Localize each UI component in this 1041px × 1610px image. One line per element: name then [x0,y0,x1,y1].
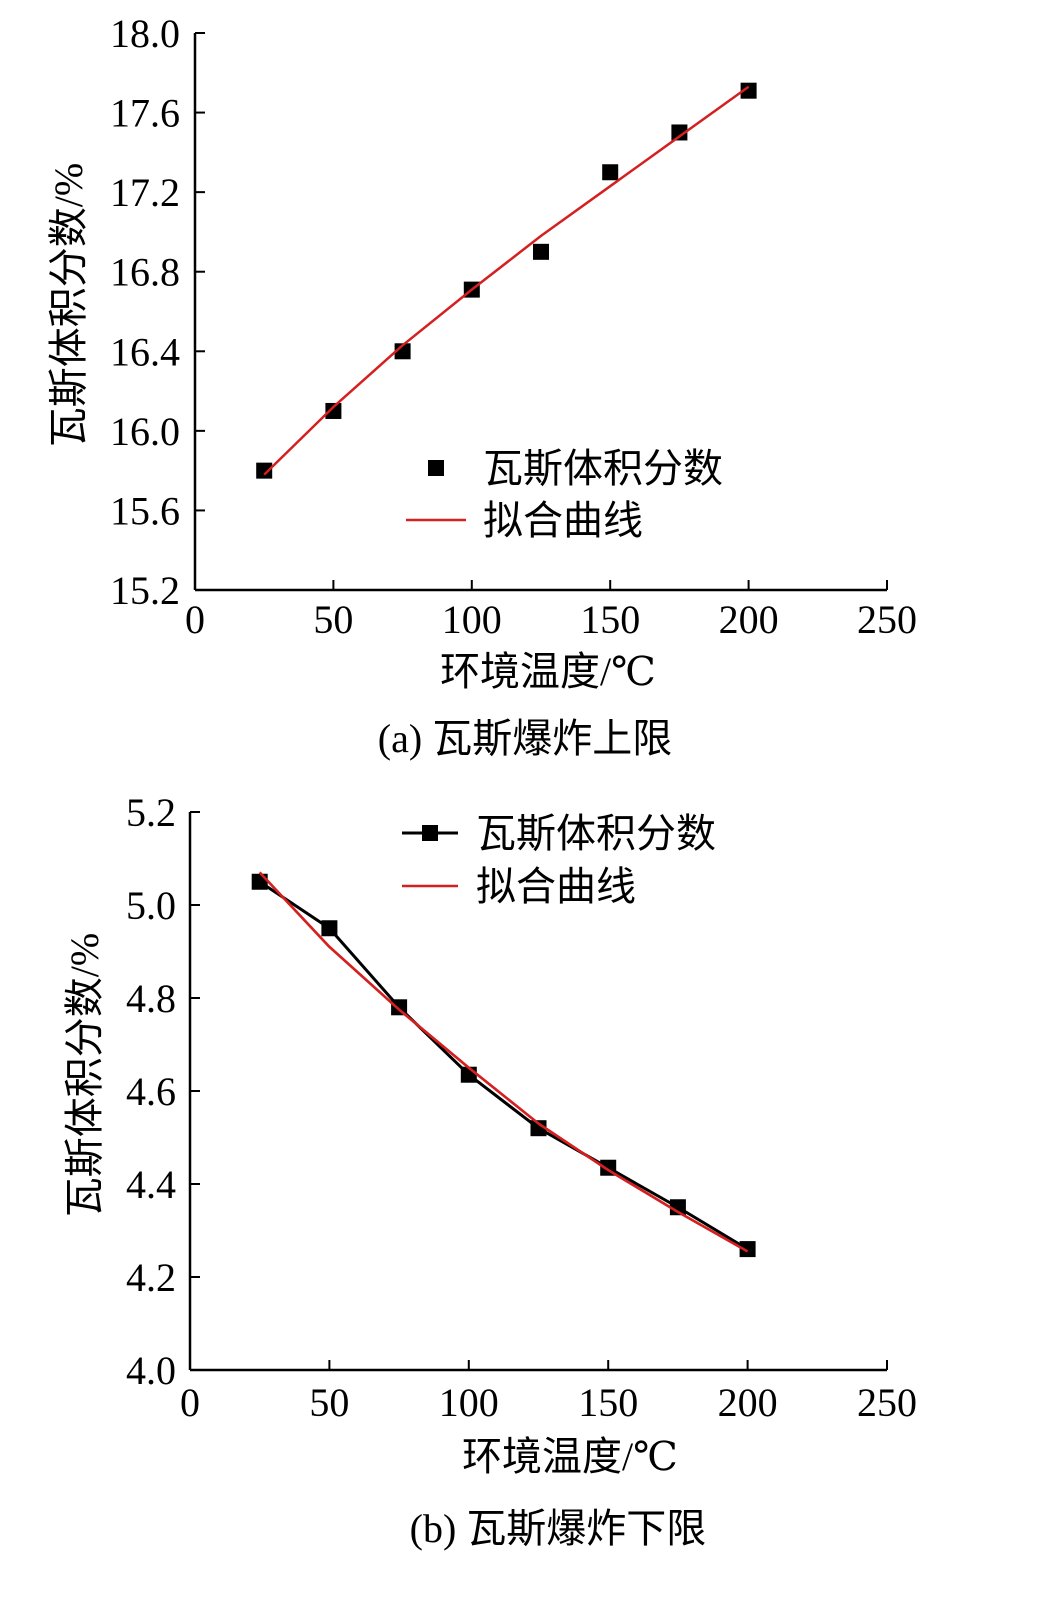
lower-legend-label: 拟合曲线 [476,864,636,909]
chart-panel-lower-limit: 0 50 100 150 200 250 4.0 4.2 4.4 4.6 4.8 5.0 5.2 环境温度… [0,795,1041,1610]
lower-y-tick-label: 4.6 [126,1069,176,1114]
upper-legend-marker [428,460,444,476]
upper-caption: (a) 瓦斯爆炸上限 [378,716,672,761]
lower-legend-marker [422,825,438,841]
lower-data-point [669,1199,686,1216]
chart-panel-upper-limit: 0 50 100 150 200 250 15.2 15.6 16.0 16.4 16.8 17.2 1… [0,0,1041,795]
upper-legend-label: 拟合曲线 [483,498,643,543]
upper-y-tick-label: 15.2 [110,568,180,613]
upper-x-tick-label: 100 [442,597,502,642]
lower-x-axis-title: 环境温度/℃ [462,1434,678,1479]
lower-caption: (b) 瓦斯爆炸下限 [410,1506,707,1551]
lower-x-tick-label: 150 [578,1380,638,1425]
upper-data-point [740,82,757,99]
upper-x-tick-label: 250 [857,597,917,642]
lower-data-point [530,1120,547,1137]
lower-x-tick-label: 0 [180,1380,200,1425]
upper-y-tick-label: 17.2 [110,170,180,215]
lower-y-tick-label: 4.0 [126,1348,176,1393]
lower-series-line-0 [258,880,749,1251]
upper-x-tick-label: 150 [580,597,640,642]
lower-data-point [321,920,338,937]
lower-y-axis-title: 瓦斯体积分数/% [62,933,107,1217]
lower-y-tick-label: 5.0 [126,883,176,928]
lower-data-point [739,1241,756,1258]
upper-x-axis-title: 环境温度/℃ [440,649,656,694]
lower-x-tick-label: 100 [439,1380,499,1425]
upper-data-point [671,124,688,141]
upper-data-point [325,402,342,419]
upper-y-tick-label: 16.4 [110,329,180,374]
chart-lower-limit: 0 50 100 150 200 250 4.0 4.2 4.4 4.6 4.8 5.0 5.2 环境温度… [62,795,917,1551]
lower-x-tick-label: 200 [718,1380,778,1425]
upper-series-line-1 [263,85,750,476]
lower-x-tick-label: 250 [857,1380,917,1425]
upper-x-tick-label: 200 [719,597,779,642]
upper-y-tick-label: 16.8 [110,250,180,295]
upper-x-tick-label: 50 [313,597,353,642]
upper-data-point [256,462,273,479]
upper-x-tick-label: 0 [185,597,205,642]
chart-upper-limit: 0 50 100 150 200 250 15.2 15.6 16.0 16.4 16.8 17.2 1… [46,11,917,761]
upper-legend-label: 瓦斯体积分数 [483,446,723,491]
upper-y-tick-label: 15.6 [110,488,180,533]
lower-data-point [391,999,408,1016]
upper-data-point [602,164,619,181]
upper-data-point [533,243,549,260]
lower-legend-label: 瓦斯体积分数 [476,811,716,856]
lower-y-tick-label: 4.2 [126,1255,176,1300]
lower-fit-line-overlay [258,871,749,1253]
upper-y-tick-label: 18.0 [110,11,180,56]
lower-y-tick-label: 4.8 [126,976,176,1021]
lower-data-point [251,873,268,890]
lower-x-tick-label: 50 [309,1380,349,1425]
lower-y-tick-label: 5.2 [126,795,176,835]
upper-y-tick-label: 16.0 [110,409,180,454]
upper-y-tick-label: 17.6 [110,91,180,136]
lower-y-tick-label: 4.4 [126,1162,176,1207]
upper-y-axis-title: 瓦斯体积分数/% [46,163,91,447]
